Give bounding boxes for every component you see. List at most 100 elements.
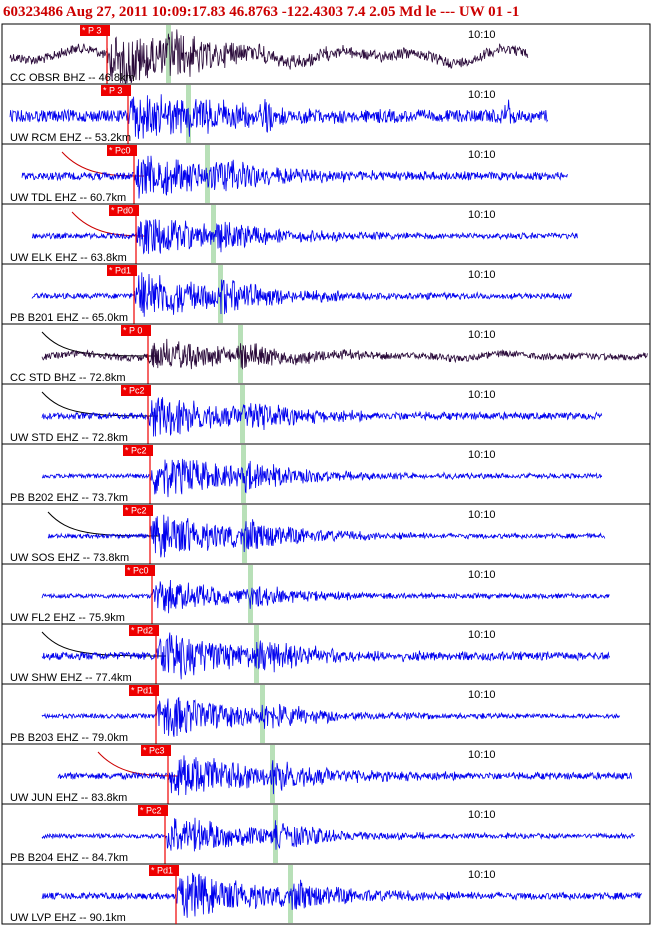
waveform-trace [57,755,632,796]
pick-label: * Pc2 [140,806,162,816]
pick-label: * Pd2 [131,626,153,636]
station-label: UW TDL EHZ -- 60.7km [10,192,126,204]
station-label: PB B202 EHZ -- 73.7km [10,492,128,504]
pick-label: * Pd1 [109,266,131,276]
waveform-trace [41,458,603,498]
pre-event-tail [71,211,147,237]
time-tick-label: 10:10 [468,269,496,281]
pick-label: * P 3 [82,26,101,36]
waveform-trace [41,397,603,437]
pick-label: * Pc0 [127,566,149,576]
time-tick-label: 10:10 [468,569,496,581]
trace-panel: * Pd0 10:10 UW ELK EHZ -- 63.8km [1,203,651,265]
time-tick-label: 10:10 [468,389,496,401]
time-tick-label: 10:10 [468,869,496,881]
pick-box[interactable] [107,265,137,276]
trace-panel: * Pc2 10:10 UW SOS EHZ -- 73.8km [1,503,651,565]
trace-panel: * Pc3 10:10 UW JUN EHZ -- 83.8km [1,743,651,805]
pick-label: * P 3 [103,86,122,96]
time-tick-label: 10:10 [468,689,496,701]
pick-box[interactable] [80,25,110,36]
theoretical-arrival-marker [166,25,171,83]
waveform-trace [47,514,606,558]
theoretical-arrival-marker [270,745,275,803]
waveform-trace [31,272,572,317]
time-tick-label: 10:10 [468,29,496,41]
station-label: CC STD BHZ -- 72.8km [10,372,126,384]
seismogram-plot: * P 3 10:10 CC OBSR BHZ -- 46.8km * P 3 10:1… [1,23,651,925]
pick-label: * Pc2 [125,506,147,516]
pick-box[interactable] [109,205,139,216]
time-tick-label: 10:10 [468,749,496,761]
panel-frame [1,503,651,565]
station-label: UW RCM EHZ -- 53.2km [10,132,131,144]
station-label: UW SHW EHZ -- 77.4km [10,672,132,684]
time-tick-label: 10:10 [468,209,496,221]
pick-box[interactable] [107,145,137,156]
trace-panel: * Pc2 10:10 UW STD EHZ -- 72.8km [1,383,651,445]
pick-box[interactable] [123,445,153,456]
waveform-trace [41,338,648,370]
station-label: UW JUN EHZ -- 83.8km [10,792,127,804]
pick-box[interactable] [101,85,131,96]
pick-box[interactable] [149,865,179,876]
station-label: UW LVP EHZ -- 90.1km [10,912,126,924]
station-label: UW STD EHZ -- 72.8km [10,432,128,444]
panel-frame [1,563,651,625]
pick-label: * P 0 [123,326,142,336]
waveform-trace [41,632,610,680]
theoretical-arrival-marker [248,565,253,623]
pick-box[interactable] [129,625,159,636]
trace-panel: * P 0 10:10 CC STD BHZ -- 72.8km [1,323,651,385]
pick-box[interactable] [129,685,159,696]
trace-panel: * P 3 10:10 UW RCM EHZ -- 53.2km [1,83,651,145]
theoretical-arrival-marker [240,385,245,443]
station-label: CC OBSR BHZ -- 46.8km [10,72,135,84]
pick-label: * Pd0 [111,206,133,216]
time-tick-label: 10:10 [468,89,496,101]
trace-panel: * Pd1 10:10 UW LVP EHZ -- 90.1km [1,863,651,925]
pick-label: * Pc2 [123,386,145,396]
pick-box[interactable] [121,385,151,396]
pick-label: * Pd1 [151,866,173,876]
waveform-trace [41,696,621,737]
trace-panel: * Pc0 10:10 UW TDL EHZ -- 60.7km [1,143,651,205]
waveform-trace [21,155,568,199]
waveform-trace [41,579,610,614]
waveform-trace [31,219,578,255]
event-header: 60323486 Aug 27, 2011 10:09:17.83 46.876… [3,4,520,20]
station-label: PB B201 EHZ -- 65.0km [10,312,128,324]
waveform-trace [9,29,529,84]
waveform-trace [41,817,635,852]
station-label: PB B203 EHZ -- 79.0km [10,732,128,744]
trace-panel: * Pd1 10:10 PB B203 EHZ -- 79.0km [1,683,651,745]
station-label: PB B204 EHZ -- 84.7km [10,852,128,864]
pick-box[interactable] [125,565,155,576]
time-tick-label: 10:10 [468,629,496,641]
trace-panel: * Pc2 10:10 PB B204 EHZ -- 84.7km [1,803,651,865]
time-tick-label: 10:10 [468,809,496,821]
station-label: UW FL2 EHZ -- 75.9km [10,612,125,624]
trace-panel: * Pc0 10:10 UW FL2 EHZ -- 75.9km [1,563,651,625]
station-label: UW SOS EHZ -- 73.8km [10,552,129,564]
time-tick-label: 10:10 [468,149,496,161]
waveform-trace [41,872,642,918]
pick-label: * Pc3 [143,746,165,756]
time-tick-label: 10:10 [468,449,496,461]
time-tick-label: 10:10 [468,509,496,521]
pick-box[interactable] [141,745,171,756]
pick-box[interactable] [123,505,153,516]
pick-label: * Pd1 [131,686,153,696]
trace-panel: * Pd1 10:10 PB B201 EHZ -- 65.0km [1,263,651,325]
trace-panel: * Pc2 10:10 PB B202 EHZ -- 73.7km [1,443,651,505]
trace-panel: * Pd2 10:10 UW SHW EHZ -- 77.4km [1,623,651,685]
pre-event-tail [61,151,145,177]
pick-label: * Pc0 [109,146,131,156]
time-tick-label: 10:10 [468,329,496,341]
trace-panel: * P 3 10:10 CC OBSR BHZ -- 46.8km [1,23,651,85]
pick-box[interactable] [121,325,151,336]
waveform-trace [9,94,548,139]
station-label: UW ELK EHZ -- 63.8km [10,252,127,264]
pick-label: * Pc2 [125,446,147,456]
pick-box[interactable] [138,805,168,816]
